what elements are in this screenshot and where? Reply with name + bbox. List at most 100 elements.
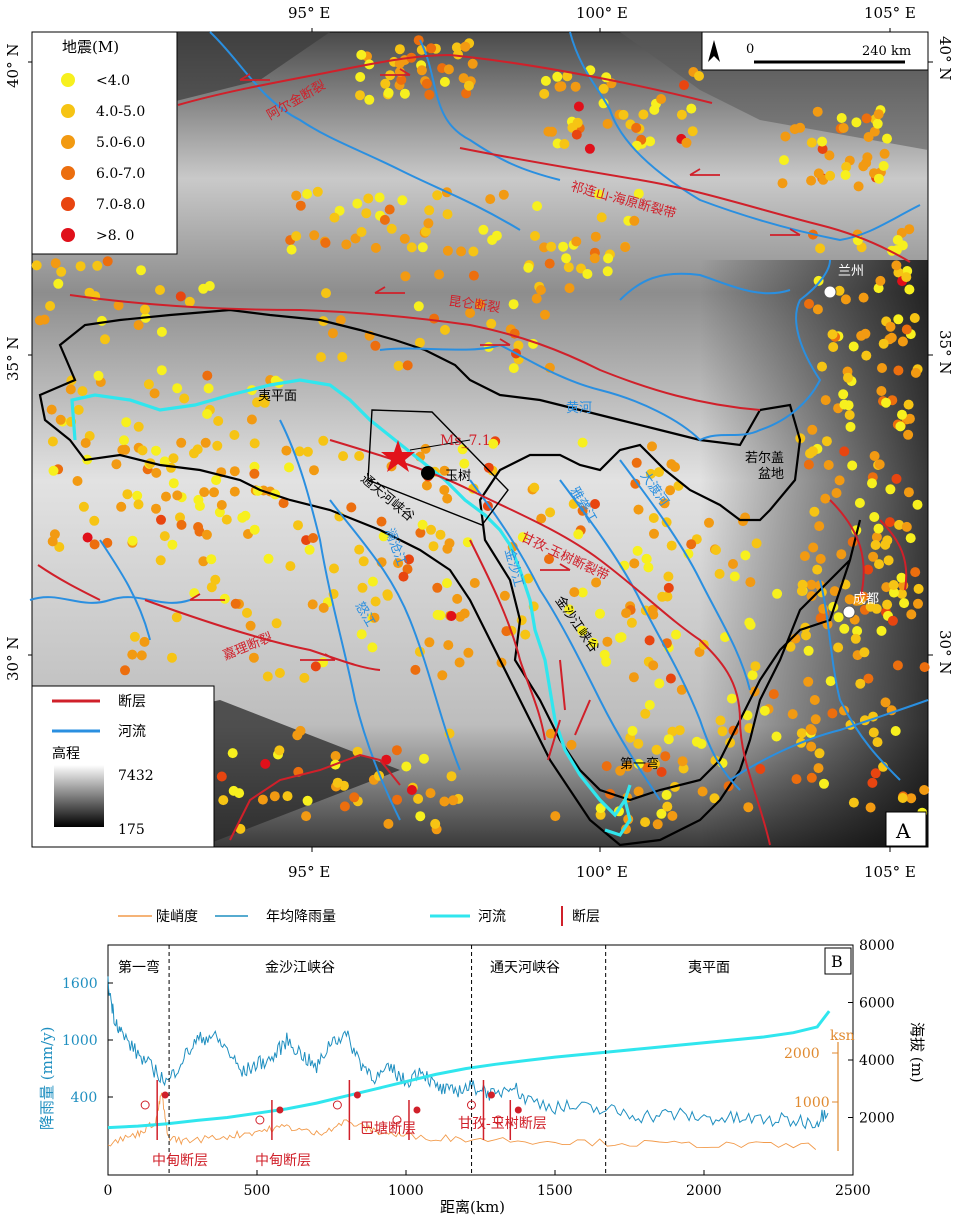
earthquake-point <box>354 544 365 555</box>
earthquake-point <box>523 573 534 584</box>
earthquake-point <box>451 42 462 53</box>
earthquake-point <box>78 501 89 512</box>
earthquake-point <box>570 81 581 92</box>
earthquake-point <box>424 637 435 648</box>
elevation-max: 7432 <box>118 768 154 784</box>
earthquake-point <box>420 443 431 454</box>
earthquake-point <box>318 602 329 613</box>
earthquake-point <box>383 87 394 98</box>
earthquake-point <box>474 299 485 309</box>
scale-start: 0 <box>746 42 754 57</box>
earthquake-point <box>804 298 814 309</box>
earthquake-point <box>284 462 294 473</box>
earthquake-point <box>414 337 425 348</box>
earthquake-point <box>615 765 626 776</box>
earthquake-point <box>807 424 818 435</box>
earthquake-point <box>892 660 903 671</box>
earthquake-point <box>463 647 474 658</box>
earthquake-point <box>437 670 448 681</box>
earthquake-point <box>523 262 534 273</box>
earthquake-point <box>839 399 850 410</box>
earthquake-point <box>246 414 257 425</box>
earthquake-point <box>413 301 424 312</box>
earthquake-point <box>544 258 555 269</box>
earthquake-point <box>897 793 908 803</box>
panel-b-label: B <box>824 947 852 975</box>
earthquake-point <box>644 635 655 646</box>
earthquake-point <box>462 537 473 548</box>
earthquake-point <box>423 218 434 229</box>
earthquake-point <box>50 258 61 269</box>
earthquake-point <box>633 738 644 749</box>
earthquake-point <box>855 678 866 689</box>
earthquake-point <box>249 468 260 479</box>
earthquake-point <box>176 437 187 448</box>
earthquake-point <box>299 672 310 683</box>
earthquake-point <box>312 186 323 197</box>
earthquake-point <box>808 542 819 553</box>
city-label-chengdu: 成都 <box>853 592 879 607</box>
earthquake-point <box>291 190 302 201</box>
earthquake-point <box>803 676 814 687</box>
earthquake-point <box>199 487 210 498</box>
earthquake-point <box>318 435 329 446</box>
earthquake-point <box>859 647 870 658</box>
earthquake-point <box>227 748 238 759</box>
earthquake-point <box>281 445 292 456</box>
earthquake-point <box>330 751 341 761</box>
earthquake-point <box>364 94 375 105</box>
earthquake-point <box>848 341 859 352</box>
legend-title: 地震(M) <box>62 38 119 56</box>
earthquake-point <box>400 271 411 282</box>
x-tick-label: 1000 <box>388 1183 424 1199</box>
north-arrow-icon <box>708 40 720 62</box>
earthquake-point <box>815 243 826 254</box>
earthquake-point <box>100 334 110 345</box>
earthquake-point <box>282 791 293 802</box>
earthquake-point <box>696 738 707 749</box>
earthquake-point <box>120 444 131 455</box>
earthquake-point <box>401 761 412 772</box>
elevation-ramp <box>54 765 104 827</box>
earthquake-point <box>206 582 217 593</box>
earthquake-point <box>172 383 183 394</box>
earthquake-point <box>501 626 512 637</box>
earthquake-point <box>249 461 260 472</box>
city-label-lanzhou: 兰州 <box>838 264 864 279</box>
earthquake-point <box>31 260 42 271</box>
earthquake-point <box>844 410 855 420</box>
earthquake-point <box>167 539 178 550</box>
earthquake-point <box>839 446 850 457</box>
earthquake-point <box>240 510 251 521</box>
earthquake-point <box>350 233 361 244</box>
earthquake-point <box>651 744 662 755</box>
earthquake-point <box>113 300 124 311</box>
earthquake-point <box>143 379 154 390</box>
earthquake-point <box>159 456 170 467</box>
section-first-bend: 第一弯 <box>118 959 160 976</box>
fault-dot <box>514 1106 522 1114</box>
earthquake-point <box>858 161 869 172</box>
earthquake-point <box>896 588 907 599</box>
earthquake-point <box>396 74 407 85</box>
earthquake-point <box>660 751 671 762</box>
fault-label-zhongdian-2: 中甸断层 <box>255 1153 311 1169</box>
earthquake-point <box>355 90 365 101</box>
earthquake-point <box>508 363 519 374</box>
earthquake-point <box>633 786 644 797</box>
earthquake-point <box>645 468 656 479</box>
earthquake-point <box>361 208 372 219</box>
legend-quake-label: >8. 0 <box>96 228 134 244</box>
earthquake-point <box>168 453 179 464</box>
earthquake-point <box>469 578 480 588</box>
elevation-min: 175 <box>118 822 145 838</box>
earthquake-point <box>598 83 609 94</box>
earthquake-point <box>393 360 404 371</box>
earthquake-point <box>309 465 319 476</box>
earthquake-point <box>817 361 827 372</box>
earthquake-point <box>648 609 659 620</box>
earthquake-point <box>836 113 847 123</box>
earthquake-point <box>127 649 138 660</box>
earthquake-point <box>910 367 921 378</box>
earthquake-point <box>468 270 479 281</box>
